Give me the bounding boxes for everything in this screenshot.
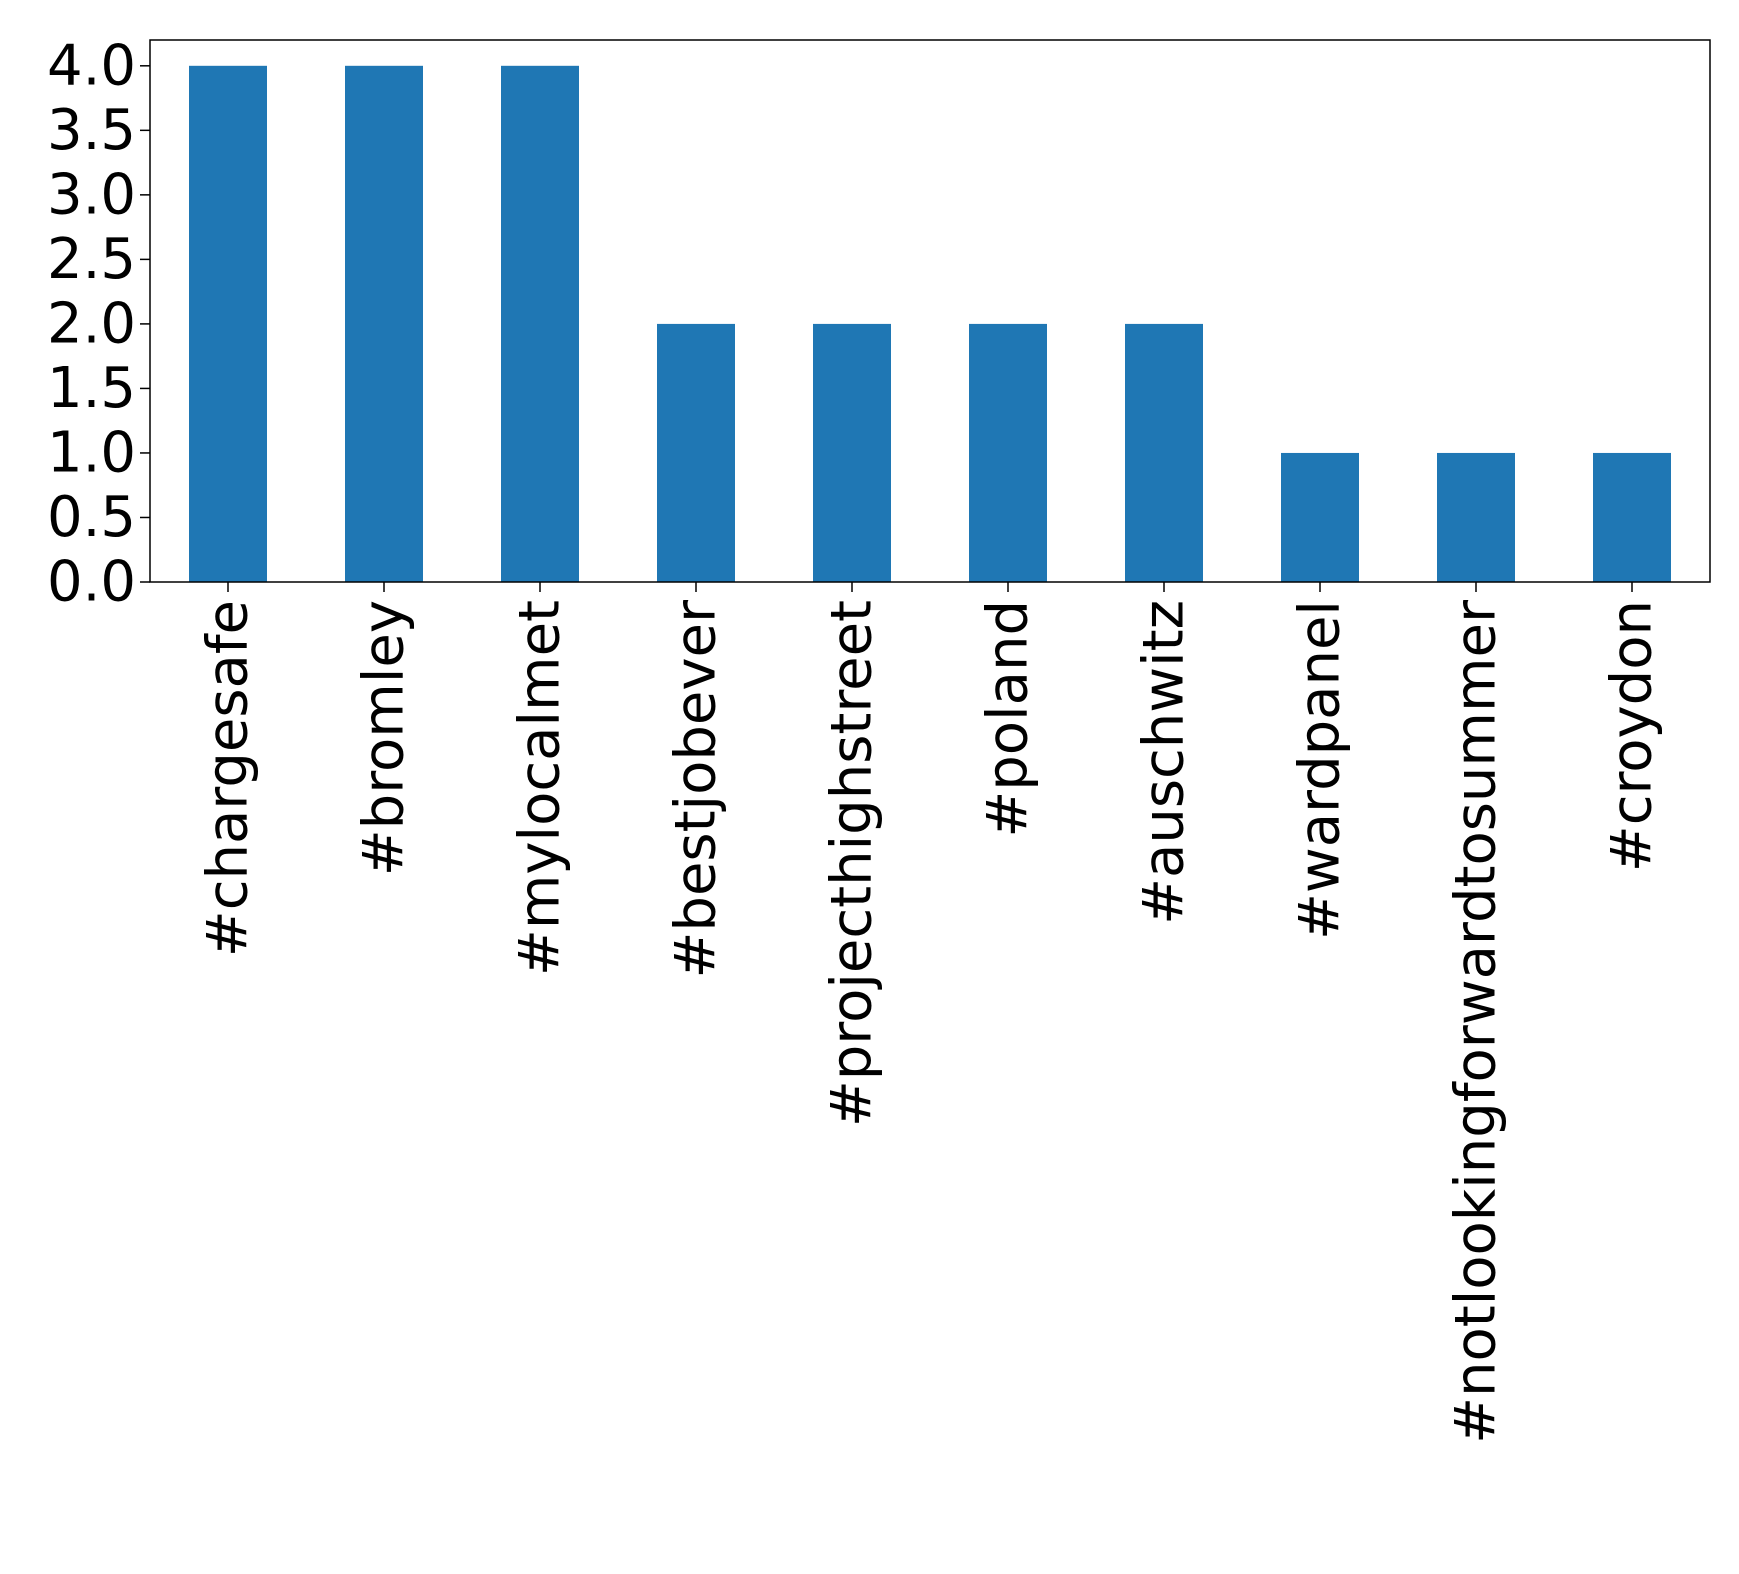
bar [813, 323, 891, 582]
bar [1437, 452, 1515, 582]
bar [189, 65, 267, 583]
bar [657, 323, 735, 582]
plot-frame [149, 39, 1711, 583]
bar [969, 323, 1047, 582]
x-tick-label: #bestjobever [664, 599, 729, 978]
x-tick-label: #poland [976, 600, 1041, 838]
x-tick-label: #mylocalmet [508, 600, 573, 976]
y-tick-label: 1.5 [47, 356, 136, 421]
bar [345, 65, 423, 583]
y-tick-label: 2.0 [47, 291, 136, 356]
y-tick-label: 0.0 [47, 550, 136, 615]
y-tick-label: 3.0 [47, 162, 136, 227]
y-tick-label: 3.5 [47, 98, 136, 163]
y-tick-label: 4.0 [47, 33, 136, 98]
x-tick-label: #projecthighstreet [820, 600, 885, 1127]
y-axis: 0.00.51.01.52.02.53.03.54.0 [47, 33, 150, 615]
x-tick-label: #chargesafe [196, 600, 261, 957]
bar [1281, 452, 1359, 582]
y-tick-label: 1.0 [47, 420, 136, 485]
bar [501, 65, 579, 583]
x-tick-label: #auschwitz [1132, 600, 1197, 925]
bars-layer [189, 65, 1671, 583]
y-tick-label: 2.5 [47, 227, 136, 292]
x-axis: #chargesafe #bromley #mylocalmet #bestjobev… [196, 582, 1665, 1444]
x-tick-label: #bromley [352, 600, 417, 876]
x-tick-label: #wardpanel [1288, 600, 1353, 940]
bar [1125, 323, 1203, 582]
y-tick-label: 0.5 [47, 485, 136, 550]
x-tick-label: #notlookingforwardtosummer [1444, 599, 1509, 1444]
bar [1593, 452, 1671, 582]
x-tick-label: #croydon [1600, 600, 1665, 872]
